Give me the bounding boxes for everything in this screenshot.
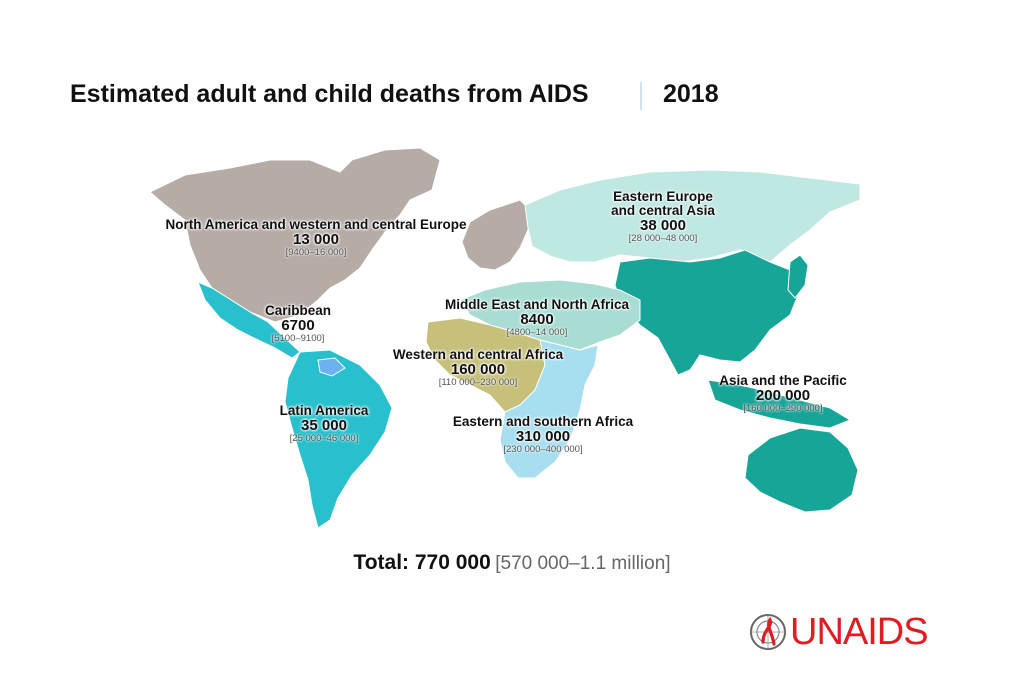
region-value: 310 000	[515, 428, 571, 446]
region-range: [230 000–400 000]	[503, 443, 583, 455]
region-range: [5100–9100]	[271, 332, 325, 344]
region-shape-japan	[787, 254, 809, 299]
region-shape-western-europe	[461, 199, 531, 271]
region-label: Eastern and southern Africa 310 000 [230 0…	[452, 414, 634, 455]
total-range: [570 000–1.1 million]	[495, 553, 671, 574]
region-name: North America and western and central Eu…	[165, 217, 467, 232]
region-shape-eastern-europe-central-asia	[524, 169, 861, 263]
region-label: Asia and the Pacific 200 000 [160 000–290 …	[719, 373, 847, 414]
region-range: [25 000–46 000]	[289, 432, 359, 444]
region-name: Latin America	[279, 403, 369, 418]
region-name: Middle East and North Africa	[444, 297, 630, 312]
region-name: Caribbean	[264, 303, 332, 318]
region-name: Eastern Europe	[613, 189, 713, 204]
region-label: Caribbean 6700 [5100–9100]	[264, 303, 332, 344]
region-shape-north-america	[149, 147, 441, 323]
region-value: 200 000	[755, 387, 811, 405]
region-value: 35 000	[301, 417, 347, 435]
region-shape-south-america	[284, 349, 393, 529]
region-shape-caribbean	[317, 357, 346, 377]
unaids-logo: UNAIDS	[748, 610, 929, 653]
region-value: 8400	[520, 311, 554, 329]
region-shape-eastern-southern-africa	[499, 339, 599, 479]
region-shape-australia	[744, 427, 859, 513]
region-label: Latin America 35 000 [25 000–46 000]	[279, 403, 369, 444]
region-range: [4800–14 000]	[506, 326, 568, 338]
map-year: 2018	[663, 80, 719, 108]
region-label: Middle East and North Africa 8400 [4800–14…	[444, 297, 630, 338]
region-value: 160 000	[450, 361, 506, 379]
region-label: North America and western and central Eu…	[165, 217, 467, 258]
total-line: Total: 770 000 [570 000–1.1 million]	[0, 551, 1024, 575]
region-name: Asia and the Pacific	[719, 373, 847, 388]
map-title: Estimated adult and child deaths from AI…	[70, 80, 589, 108]
region-range: [28 000–48 000]	[628, 233, 698, 245]
region-label: Western and central Africa 160 000 [110 00…	[392, 347, 564, 388]
region-value: 38 000	[640, 217, 686, 235]
region-name: Eastern and southern Africa	[452, 414, 634, 429]
logo-wordmark: UNAIDS	[790, 610, 929, 653]
region-value: 6700	[281, 317, 315, 335]
region-shape-southeast-asia-islands	[707, 379, 852, 429]
region-name: and central Asia	[611, 203, 715, 219]
total-label: Total: 770 000	[353, 551, 491, 574]
region-range: [110 000–230 000]	[438, 376, 518, 388]
un-emblem-icon	[750, 614, 786, 650]
region-shape-central-america	[197, 281, 301, 359]
region-shape-asia-pacific	[614, 249, 801, 376]
region-value: 13 000	[293, 231, 339, 249]
region-range: [9400–16 000]	[285, 246, 347, 258]
title-divider	[640, 82, 642, 110]
region-label: Eastern Europe and central Asia 38 000 [28 …	[611, 189, 715, 245]
region-range: [160 000–290 000]	[743, 402, 823, 414]
region-name: Western and central Africa	[392, 347, 564, 362]
